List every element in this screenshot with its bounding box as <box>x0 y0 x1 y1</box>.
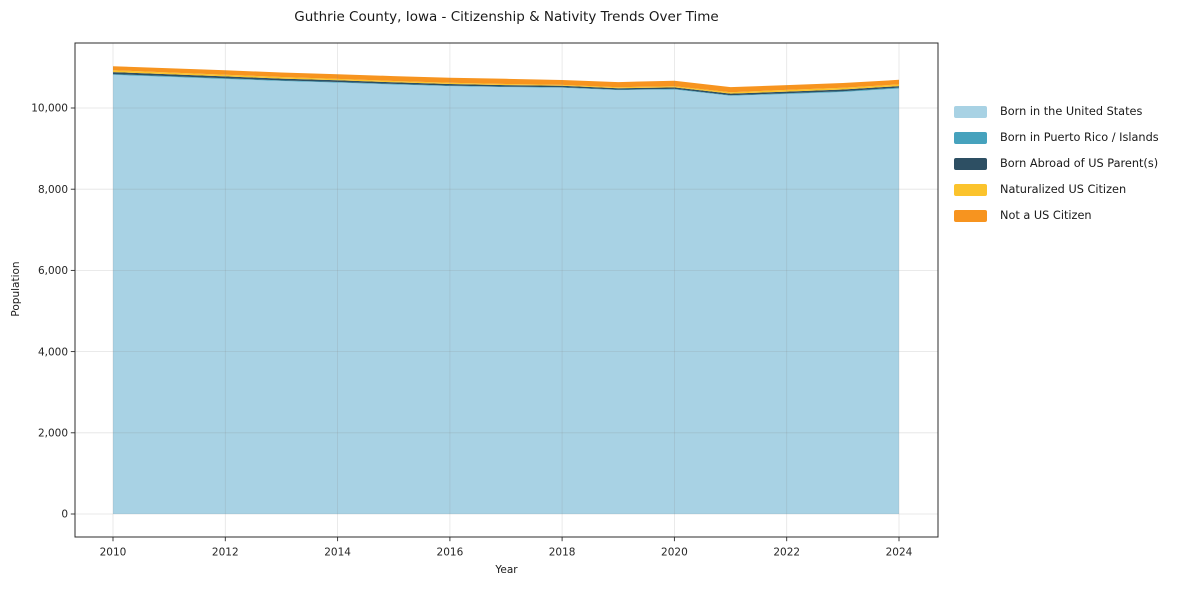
y-tick-label: 10,000 <box>31 103 68 115</box>
x-tick-label: 2020 <box>661 547 688 559</box>
area-born-in-the-united-states <box>113 74 899 515</box>
legend: Born in the United States Born in Puerto … <box>954 101 1159 226</box>
legend-item-not-a-us-citizen: Not a US Citizen <box>954 205 1159 226</box>
legend-label: Naturalized US Citizen <box>1000 183 1127 196</box>
x-tick-label: 2012 <box>212 547 239 559</box>
legend-label: Born Abroad of US Parent(s) <box>1000 157 1159 170</box>
area-not-a-us-citizen <box>113 66 899 93</box>
x-tick-label: 2014 <box>324 547 351 559</box>
y-tick-label: 8,000 <box>38 184 68 196</box>
y-tick-label: 6,000 <box>38 265 68 277</box>
chart-title: Guthrie County, Iowa - Citizenship & Nat… <box>294 9 719 25</box>
legend-label: Not a US Citizen <box>1000 209 1092 222</box>
legend-item-born-in-puerto-rico-islands: Born in Puerto Rico / Islands <box>954 127 1159 148</box>
x-axis-label: Year <box>495 564 518 576</box>
legend-swatch-naturalized-us-citizen <box>954 183 987 196</box>
x-tick-label: 2016 <box>437 547 464 559</box>
legend-label: Born in Puerto Rico / Islands <box>1000 131 1159 144</box>
legend-swatch-not-a-us-citizen <box>954 209 987 222</box>
x-tick-label: 2010 <box>100 547 127 559</box>
x-tick-label: 2024 <box>886 547 913 559</box>
x-tick-label: 2022 <box>773 547 800 559</box>
y-axis-label: Population <box>10 261 22 317</box>
y-tick-label: 0 <box>61 509 68 521</box>
legend-item-born-abroad-of-us-parent-s: Born Abroad of US Parent(s) <box>954 153 1159 174</box>
y-tick-label: 4,000 <box>38 346 68 358</box>
y-tick-label: 2,000 <box>38 428 68 440</box>
legend-swatch-born-in-the-united-states <box>954 105 987 118</box>
x-tick-label: 2018 <box>549 547 576 559</box>
legend-label: Born in the United States <box>1000 105 1143 118</box>
legend-swatch-born-in-puerto-rico-islands <box>954 131 987 144</box>
legend-item-born-in-the-united-states: Born in the United States <box>954 101 1159 122</box>
legend-swatch-born-abroad-of-us-parent-s <box>954 157 987 170</box>
plot-spines <box>74 42 939 538</box>
legend-item-naturalized-us-citizen: Naturalized US Citizen <box>954 179 1159 200</box>
